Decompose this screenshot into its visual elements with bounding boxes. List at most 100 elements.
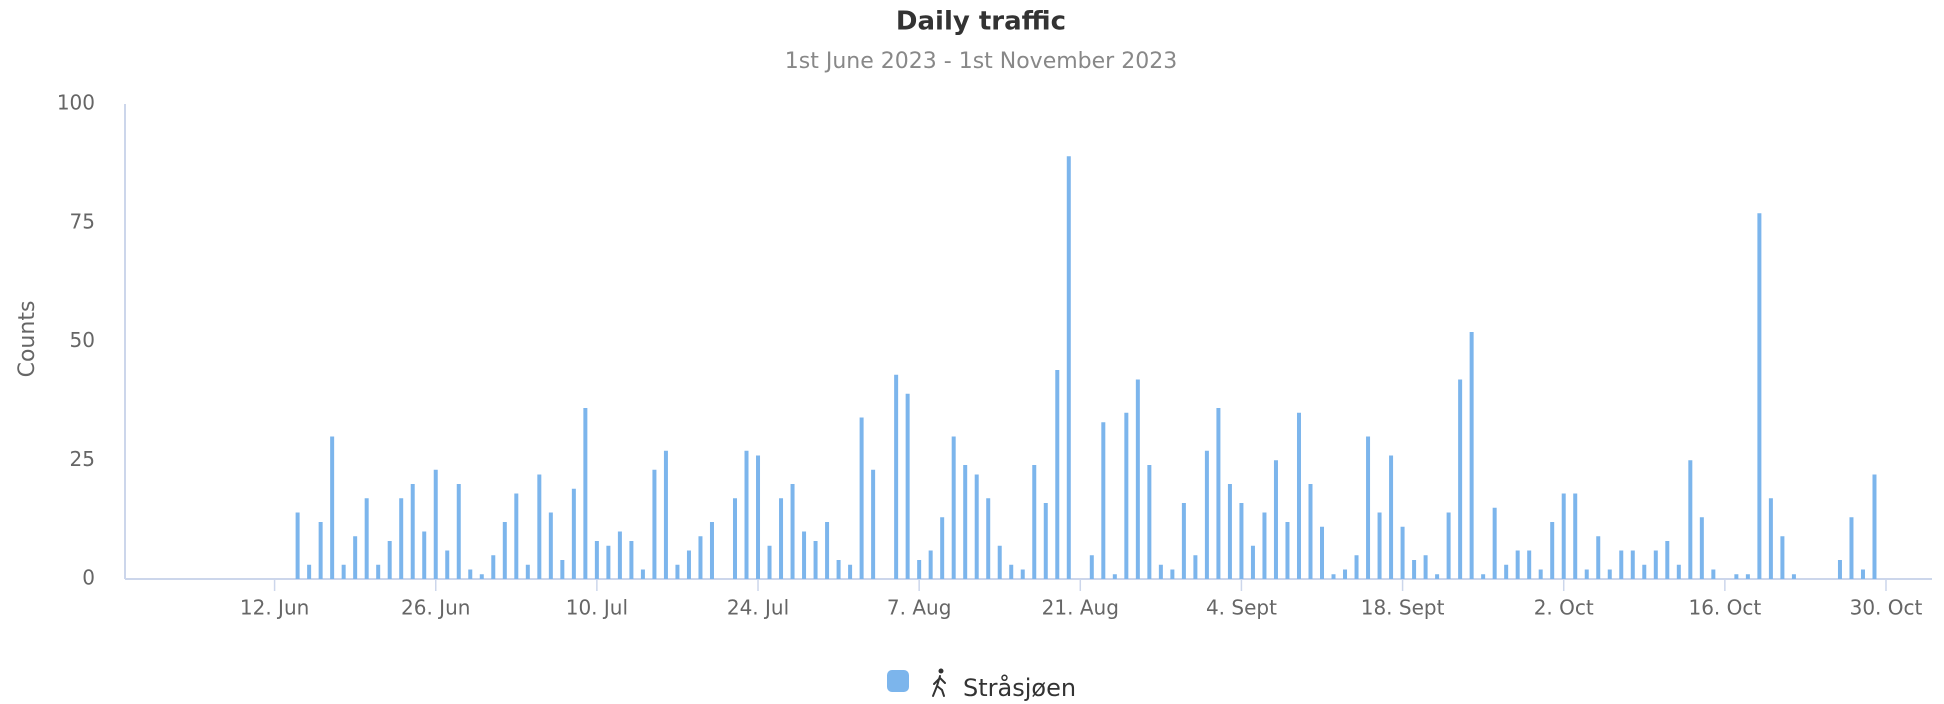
bar [744,450,749,579]
bar [1158,564,1163,579]
bar [1320,526,1325,579]
y-tick-label: 100 [57,91,95,115]
bar [1250,545,1255,579]
bar [1112,574,1117,579]
bar [422,531,427,579]
bar [1734,574,1739,579]
chart-title: Daily traffic [896,7,1066,37]
y-tick-label: 25 [70,447,95,471]
x-tick-label: 26. Jun [401,596,470,620]
bar [1630,550,1635,579]
bar [986,498,991,579]
bar [825,522,830,579]
bar [583,408,588,579]
bar [1665,541,1670,579]
bar [571,488,576,579]
legend-swatch [887,670,909,692]
bar [709,522,714,579]
bar [1791,574,1796,579]
bar [387,541,392,579]
bar [1216,408,1221,579]
bar [594,541,599,579]
bar [1366,436,1371,579]
bar [1504,564,1509,579]
y-tick-label: 50 [70,328,95,352]
bar [1308,484,1313,579]
bar [848,564,853,579]
bar [1780,536,1785,579]
bar [1849,517,1854,579]
bar [1285,522,1290,579]
bar [698,536,703,579]
x-tick-label: 21. Aug [1042,596,1119,620]
bar [341,564,346,579]
bar [617,531,622,579]
chart-subtitle: 1st June 2023 - 1st November 2023 [785,49,1177,74]
bar [940,517,945,579]
bar [445,550,450,579]
bar [1688,460,1693,579]
bar [376,564,381,579]
bar [928,550,933,579]
bar [1550,522,1555,579]
bar [1262,512,1267,579]
bar [1538,569,1543,579]
bar [1745,574,1750,579]
bar [1101,422,1106,579]
bar [1561,493,1566,579]
y-tick-label: 0 [82,566,95,590]
x-tick-label: 12. Jun [240,596,309,620]
bar [514,493,519,579]
bar [1642,564,1647,579]
bar [1584,569,1589,579]
bar [1204,450,1209,579]
bar [560,560,565,579]
bar [606,545,611,579]
bar [1009,564,1014,579]
bar [1055,370,1060,579]
bar [1573,493,1578,579]
bar [1354,555,1359,579]
bar [1607,569,1612,579]
bar [894,374,899,579]
bar [1412,560,1417,579]
bar [732,498,737,579]
bar [1135,379,1140,579]
bar [1837,560,1842,579]
x-tick-label: 16. Oct [1688,596,1761,620]
bar [790,484,795,579]
bar [433,469,438,579]
bar [1181,503,1186,579]
bar [871,469,876,579]
bar [963,465,968,579]
bar [1147,465,1152,579]
bar [318,522,323,579]
bar [1527,550,1532,579]
bar [1343,569,1348,579]
bar [1423,555,1428,579]
x-tick-label: 30. Oct [1850,596,1923,620]
bar [1435,574,1440,579]
bar [525,564,530,579]
bar [1400,526,1405,579]
bar [1089,555,1094,579]
bar [1481,574,1486,579]
bar [1768,498,1773,579]
bar [456,484,461,579]
bar [859,417,864,579]
bar [629,541,634,579]
bar [1389,455,1394,579]
bar [1653,550,1658,579]
bar [1032,465,1037,579]
bar [479,574,484,579]
bar [767,545,772,579]
bar [974,474,979,579]
x-tick-label: 18. Sept [1361,596,1445,620]
bar [1860,569,1865,579]
bar [410,484,415,579]
bar [364,498,369,579]
bar [756,455,761,579]
bar [779,498,784,579]
bar [951,436,956,579]
